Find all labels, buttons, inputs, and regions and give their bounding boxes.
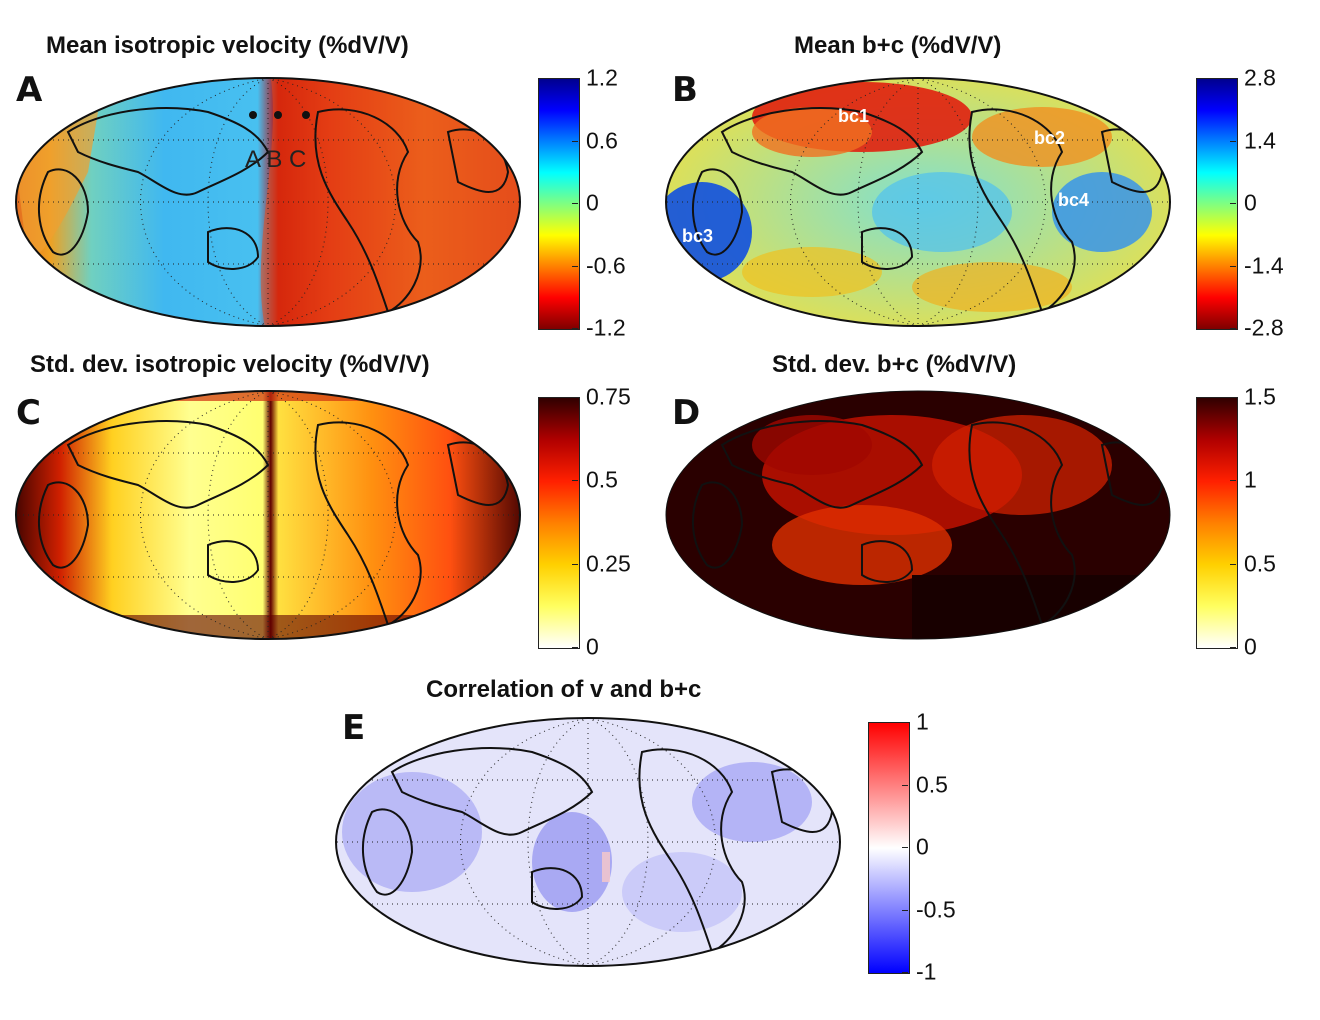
colorbar-e [868,722,910,974]
colorbar-d [1196,397,1238,649]
point-labels: A B C [245,146,306,173]
colorbar-tick-label: -0.5 [916,896,956,922]
colorbar-tick-mark [902,909,908,911]
colorbar-b [1196,78,1238,330]
colorbar-tick-mark [572,397,578,398]
region-label-bc1: bc1 [838,106,869,126]
colorbar-tick-mark [1230,328,1236,329]
map-a: A B C [15,77,521,327]
colorbar-c [538,397,580,649]
panel-title: Mean isotropic velocity (%dV/V) [46,32,409,59]
colorbar-tick-mark [572,265,578,267]
colorbar-tick-mark [1230,203,1236,204]
colorbar-tick-label: 0.5 [916,771,948,797]
colorbar-tick-mark [1230,78,1236,79]
colorbar-tick-label: -0.6 [586,252,626,278]
colorbar-tick-label: 1.2 [586,64,618,91]
colorbar-tick-mark [572,140,578,142]
region-label-bc2: bc2 [1034,128,1065,148]
map-c [15,390,521,640]
panel-letter: C [16,393,41,433]
colorbar-a [538,78,580,330]
colorbar-tick-mark [1230,647,1236,648]
colorbar-tick-mark [572,203,578,204]
colorbar-tick-mark [1230,563,1236,565]
colorbar-tick-mark [572,78,578,79]
colorbar-tick-label: 0.6 [586,127,618,153]
panel-letter: E [342,708,366,748]
colorbar-tick-label: 2.8 [1244,64,1276,91]
colorbar-tick-label: 0.5 [586,466,618,493]
map-b: bc1 bc2 bc3 bc4 [665,77,1171,327]
panel-d: Std. dev. b+c (%dV/V) D 1.5 1 0.5 0 [660,345,1320,675]
panel-e: Correlation of v and b+c E 1 0.5 0 -0.5 -1 [330,670,990,1010]
panel-letter: A [16,70,43,110]
colorbar-tick-label: 1.4 [1244,127,1276,153]
map-d [665,390,1171,640]
colorbar-tick-label: 0.5 [1244,550,1276,577]
panel-c: Std. dev. isotropic velocity (%dV/V) C [0,345,660,675]
colorbar-tick-mark [572,328,578,329]
colorbar-tick-mark [572,480,578,482]
colorbar-tick-label: 0 [916,833,929,860]
colorbar-tick-mark [902,784,908,786]
colorbar-tick-mark [902,722,908,723]
panel-letter: D [672,393,701,433]
colorbar-tick-label: -1.4 [1244,252,1284,278]
colorbar-tick-mark [1230,397,1236,398]
colorbar-tick-label: -2.8 [1244,314,1284,341]
panel-title: Mean b+c (%dV/V) [794,32,1002,59]
panel-letter: B [672,70,698,110]
colorbar-tick-mark [902,972,908,973]
colorbar-tick-label: 0 [586,633,599,660]
map-e [335,717,841,967]
panel-b: Mean b+c (%dV/V) B [660,0,1320,350]
colorbar-tick-label: 1 [916,708,929,735]
colorbar-tick-mark [1230,480,1236,482]
colorbar-tick-mark [902,847,908,848]
colorbar-tick-mark [572,563,578,565]
panel-a: Mean isotropic velocity (%dV/V) A [0,0,660,350]
colorbar-tick-label: 1.5 [1244,383,1276,410]
colorbar-tick-mark [1230,140,1236,142]
panel-title: Correlation of v and b+c [426,676,702,703]
colorbar-tick-label: 0.25 [586,550,631,577]
panel-title: Std. dev. isotropic velocity (%dV/V) [30,351,430,378]
colorbar-tick-mark [1230,265,1236,267]
colorbar-tick-label: 1 [1244,466,1257,493]
region-label-bc3: bc3 [682,226,713,246]
colorbar-tick-mark [572,647,578,648]
colorbar-tick-label: 0 [586,189,599,216]
panel-title: Std. dev. b+c (%dV/V) [772,351,1017,378]
colorbar-tick-label: 0.75 [586,383,631,410]
colorbar-tick-label: -1 [916,958,937,985]
colorbar-tick-label: 0 [1244,633,1257,660]
colorbar-tick-label: -1.2 [586,314,626,341]
colorbar-tick-label: 0 [1244,189,1257,216]
region-label-bc4: bc4 [1058,190,1089,210]
